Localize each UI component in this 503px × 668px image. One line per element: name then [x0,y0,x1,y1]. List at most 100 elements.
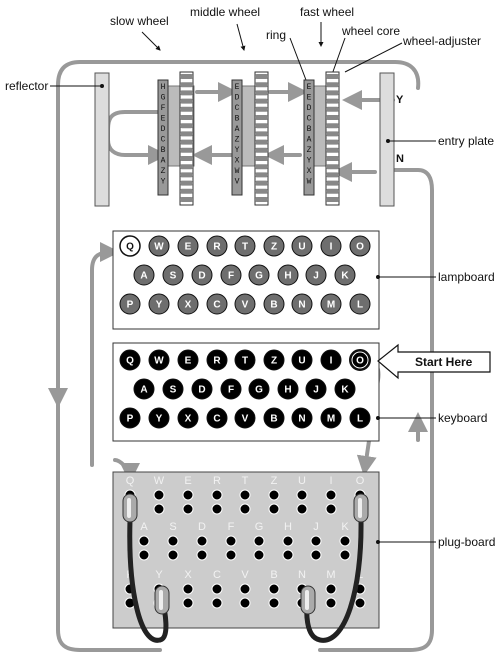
key-e[interactable]: E [177,349,199,371]
plug-socket[interactable] [225,549,237,561]
plug-socket[interactable] [153,503,165,515]
slow-rim-letter: H [161,83,166,92]
key-o[interactable]: O [349,349,371,371]
plug-socket[interactable] [310,535,322,547]
key-s[interactable]: S [162,378,184,400]
plug-socket[interactable] [268,583,280,595]
plug-socket[interactable] [225,535,237,547]
plug-socket[interactable] [239,503,251,515]
key-k[interactable]: K [334,378,356,400]
svg-text:M: M [327,414,335,425]
plug-socket[interactable] [196,549,208,561]
plug-socket[interactable] [211,503,223,515]
wheel-tooth [255,82,268,88]
key-i[interactable]: I [320,349,342,371]
key-n[interactable]: N [291,407,313,429]
svg-text:F: F [228,385,234,396]
svg-text:H: H [284,385,291,396]
wheel-tooth [180,156,193,161]
wheel-tooth [326,147,339,153]
key-b[interactable]: B [263,407,285,429]
lamp-s: S [162,264,184,286]
plug-socket[interactable] [253,535,265,547]
middle-rim-letter: A [235,125,240,134]
middle-wheel-ring [231,79,243,196]
plug-socket[interactable] [182,583,194,595]
wheel-tooth [326,197,339,202]
key-t[interactable]: T [234,349,256,371]
key-a[interactable]: A [133,378,155,400]
plug-socket[interactable] [282,549,294,561]
key-p[interactable]: P [119,407,141,429]
plug-socket[interactable] [268,597,280,609]
key-w[interactable]: W [148,349,170,371]
plug-socket[interactable] [239,489,251,501]
entry-y-label: Y [396,94,404,106]
plug-socket[interactable] [182,489,194,501]
plug-socket[interactable] [239,597,251,609]
key-d[interactable]: D [191,378,213,400]
plug-socket[interactable] [339,549,351,561]
plug-socket[interactable] [196,535,208,547]
key-x[interactable]: X [177,407,199,429]
plug-socket[interactable] [325,583,337,595]
middle-rim-letter: Y [235,146,240,155]
key-f[interactable]: F [220,378,242,400]
plug-socket[interactable] [268,503,280,515]
plug-socket[interactable] [296,489,308,501]
wheel-tooth [326,180,339,186]
plug-socket[interactable] [354,597,366,609]
svg-text:S: S [170,385,177,396]
wheel-tooth [180,131,193,137]
plug-label-u: U [298,475,306,487]
key-z[interactable]: Z [263,349,285,371]
svg-text:O: O [356,242,364,253]
svg-text:G: G [255,271,263,282]
svg-text:Y: Y [156,414,163,425]
key-u[interactable]: U [291,349,313,371]
plug-socket[interactable] [282,535,294,547]
plug-socket[interactable] [339,535,351,547]
plug-socket[interactable] [310,549,322,561]
wheel-tooth [180,188,193,194]
plug-socket[interactable] [182,503,194,515]
key-c[interactable]: C [206,407,228,429]
plug-socket[interactable] [253,549,265,561]
plug-socket[interactable] [211,583,223,595]
wheel-tooth [180,98,193,104]
plug-socket[interactable] [211,489,223,501]
plug-socket[interactable] [239,583,251,595]
plug-socket[interactable] [182,597,194,609]
svg-text:C: C [213,414,220,425]
svg-text:P: P [127,414,134,425]
key-v[interactable]: V [234,407,256,429]
key-q[interactable]: Q [119,349,141,371]
key-h[interactable]: H [277,378,299,400]
lamp-q: Q [119,235,141,257]
plug-socket[interactable] [211,597,223,609]
lampboard-label: lampboard [438,270,495,284]
key-g[interactable]: G [248,378,270,400]
plug-socket[interactable] [325,597,337,609]
plug-socket[interactable] [325,503,337,515]
plug-socket[interactable] [167,535,179,547]
fast-rim-letter: B [307,125,312,134]
key-y[interactable]: Y [148,407,170,429]
key-l[interactable]: L [349,407,371,429]
wheel-tooth [326,188,339,194]
plug-socket[interactable] [138,535,150,547]
slow-wheel-arrow [141,31,161,51]
fast-rim-letter: X [307,167,312,176]
lamp-r: R [206,235,228,257]
plug-socket[interactable] [325,489,337,501]
plug-socket[interactable] [167,549,179,561]
key-j[interactable]: J [305,378,327,400]
plug-label-v: V [241,569,249,581]
plug-socket[interactable] [268,489,280,501]
key-m[interactable]: M [320,407,342,429]
plug-socket[interactable] [296,503,308,515]
key-r[interactable]: R [206,349,228,371]
plug-socket[interactable] [138,549,150,561]
plug-socket[interactable] [153,489,165,501]
start-here-label: Start Here [415,355,473,369]
